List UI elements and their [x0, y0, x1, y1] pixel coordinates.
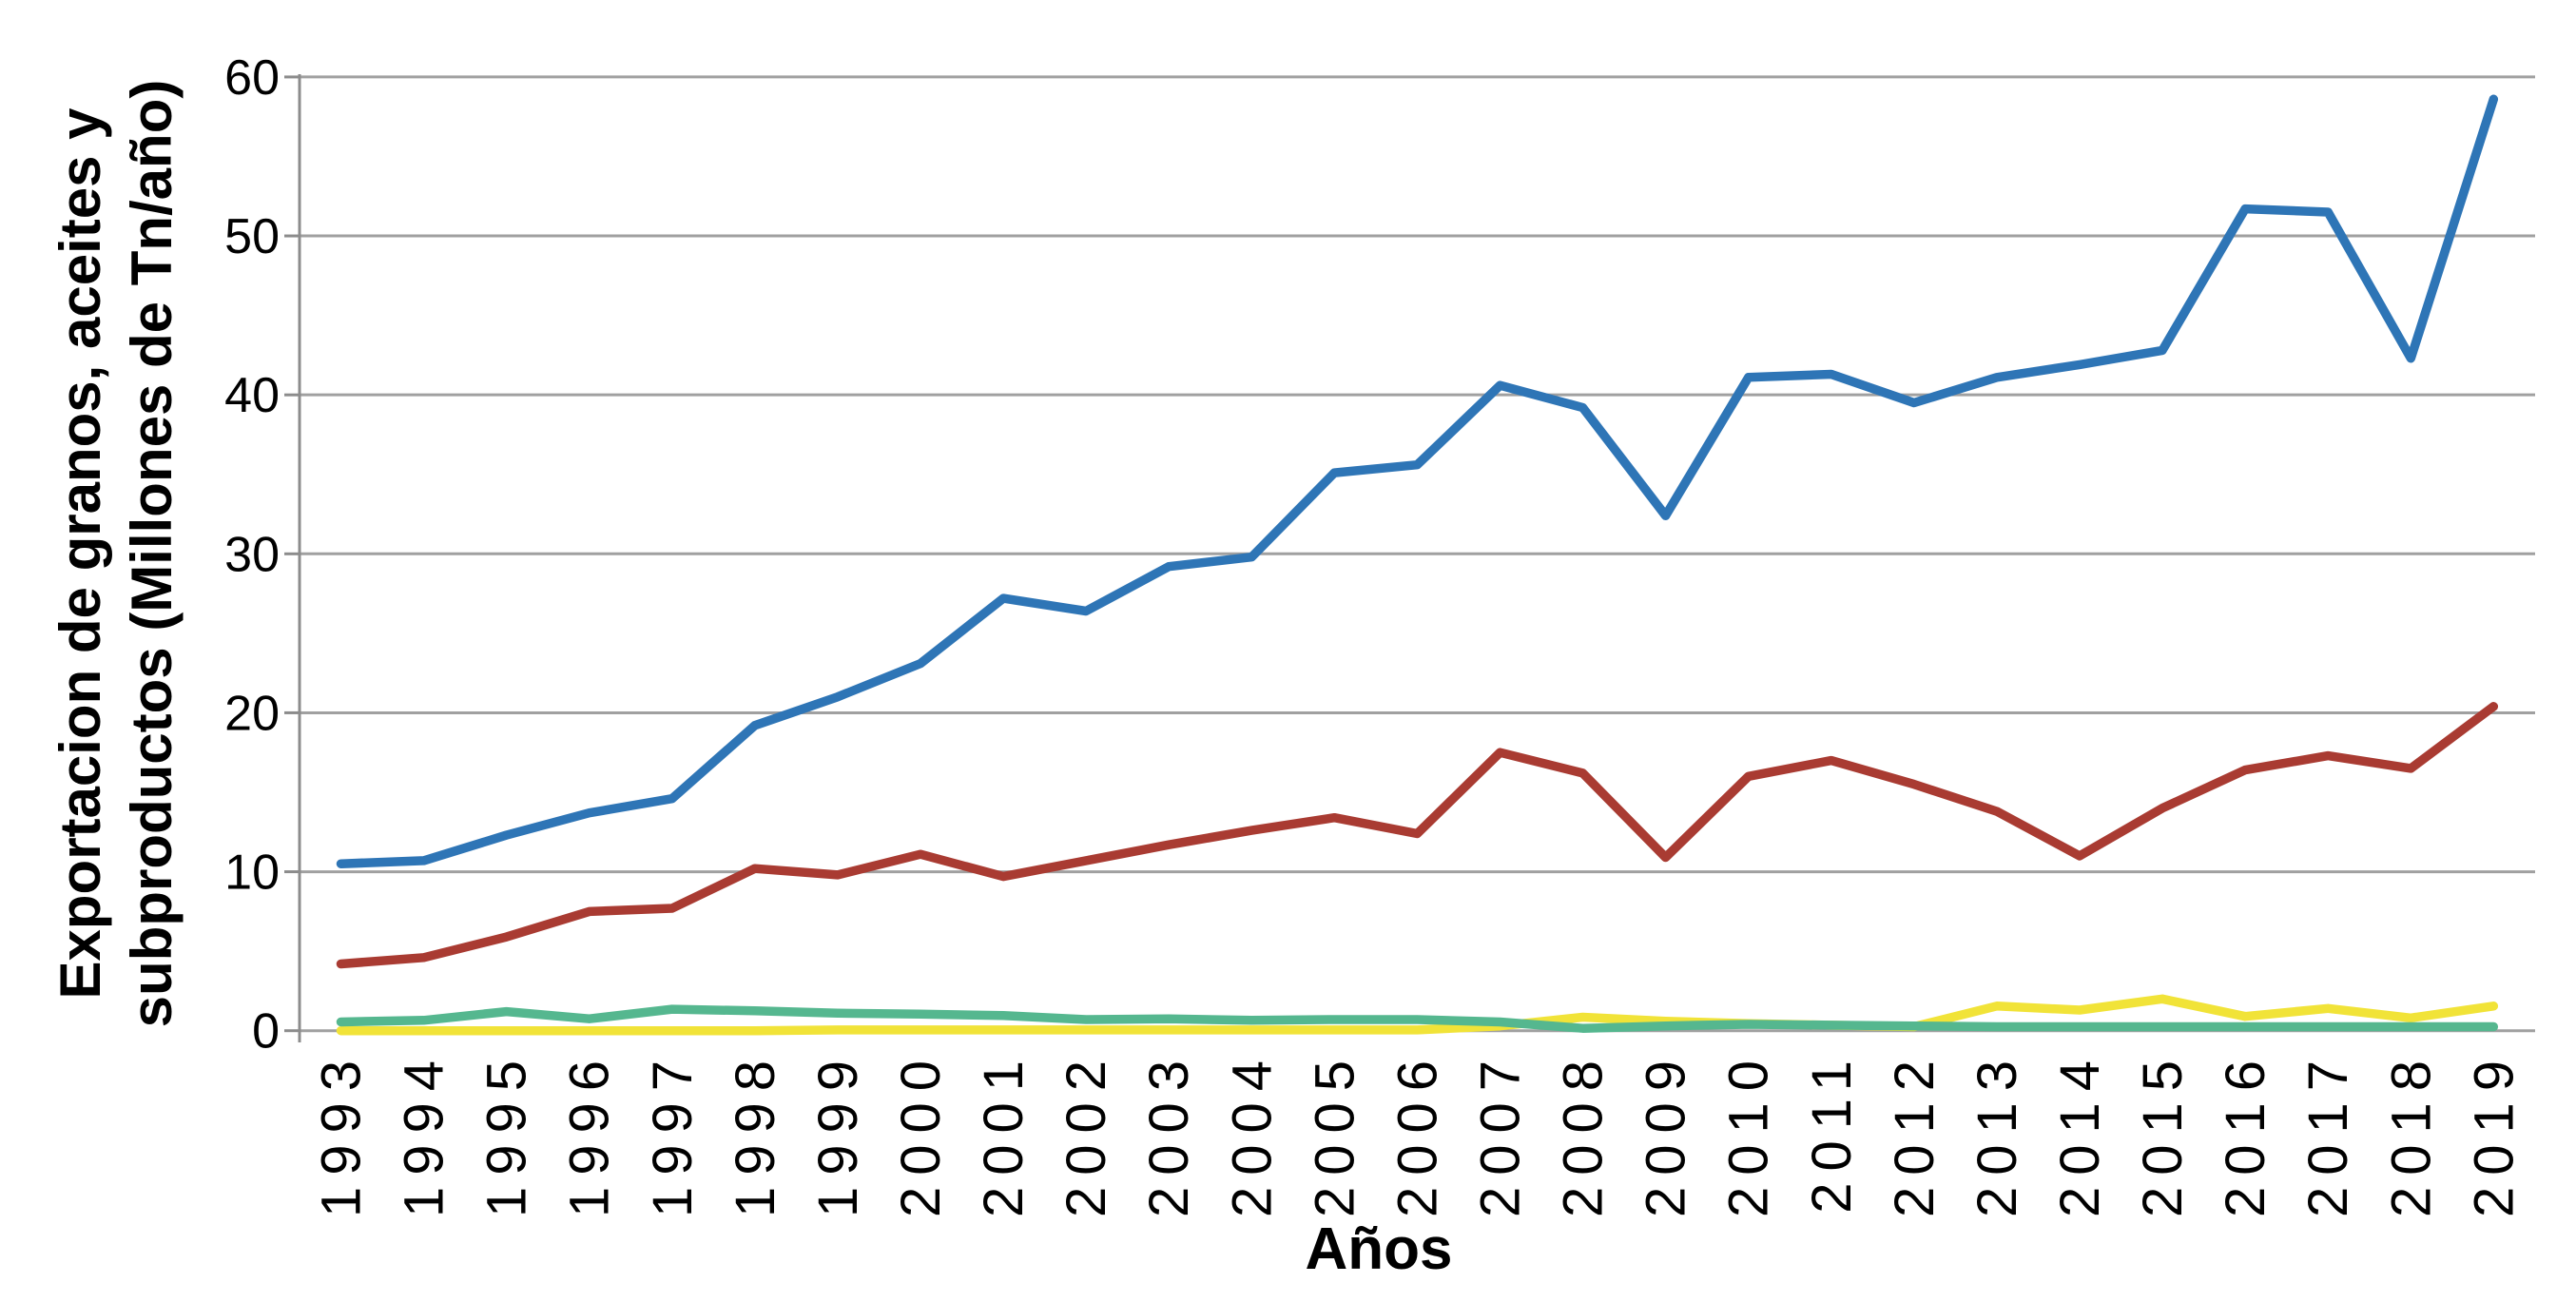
x-tick-label: 2008 — [1553, 1049, 1615, 1217]
x-tick-labels: 1993 1994 1995 1996 1997 1998 1999 2000 2001 2002… — [311, 1049, 2526, 1217]
y-tick-label: 0 — [252, 1004, 280, 1060]
x-tick-label: 2001 — [973, 1049, 1035, 1217]
x-tick-label: 2013 — [1966, 1049, 2028, 1217]
x-tick-label: 2016 — [2215, 1049, 2276, 1217]
y-tick-label: 20 — [224, 686, 280, 741]
x-tick-label: 2010 — [1718, 1049, 1780, 1217]
x-tick-label: 2004 — [1221, 1049, 1283, 1217]
x-tick-label: 2018 — [2380, 1049, 2442, 1217]
series-line-blue — [336, 94, 2499, 868]
gridlines — [284, 75, 2535, 1033]
x-tick-label: 1993 — [311, 1049, 373, 1217]
y-tick-labels: 0 10 20 30 40 50 60 — [224, 50, 280, 1060]
x-tick-label: 1996 — [559, 1049, 621, 1217]
x-tick-label: 1998 — [725, 1049, 786, 1217]
x-tick-label: 2005 — [1304, 1049, 1365, 1217]
y-tick-label: 40 — [224, 368, 280, 423]
x-tick-label: 1994 — [394, 1049, 455, 1217]
x-tick-label: 2019 — [2463, 1049, 2525, 1217]
y-tick-label: 50 — [224, 209, 280, 264]
x-tick-label: 2007 — [1469, 1049, 1531, 1217]
series-lines — [336, 94, 2499, 1036]
y-tick-label: 30 — [224, 527, 280, 582]
x-tick-label: 2003 — [1138, 1049, 1200, 1217]
x-tick-label: 2012 — [1884, 1049, 1946, 1217]
x-tick-label: 2000 — [890, 1049, 952, 1217]
x-tick-label: 2014 — [2049, 1049, 2111, 1217]
series-line-green — [336, 1004, 2499, 1033]
y-tick-label: 60 — [224, 50, 280, 106]
x-tick-label: 1999 — [807, 1049, 869, 1217]
y-tick-label: 10 — [224, 846, 280, 901]
y-axis-title-line2: subproductos (Millones de Tn/año) — [120, 80, 184, 1028]
series-line-yellow — [336, 994, 2499, 1036]
x-tick-label: 1995 — [476, 1049, 538, 1217]
x-tick-label: 2006 — [1386, 1049, 1448, 1217]
x-tick-label: 2009 — [1636, 1049, 1697, 1217]
series-line-red — [336, 702, 2499, 969]
x-tick-label: 2015 — [2132, 1049, 2194, 1217]
y-axis-title-line1: Exportacion de granos, aceites y — [48, 107, 112, 1000]
x-tick-label: 1997 — [642, 1049, 704, 1217]
x-tick-label: 2002 — [1056, 1049, 1117, 1217]
x-axis-title: Años — [1306, 1216, 1453, 1282]
x-tick-label: 2017 — [2297, 1049, 2359, 1217]
x-tick-label: 2011 — [1801, 1049, 1863, 1214]
